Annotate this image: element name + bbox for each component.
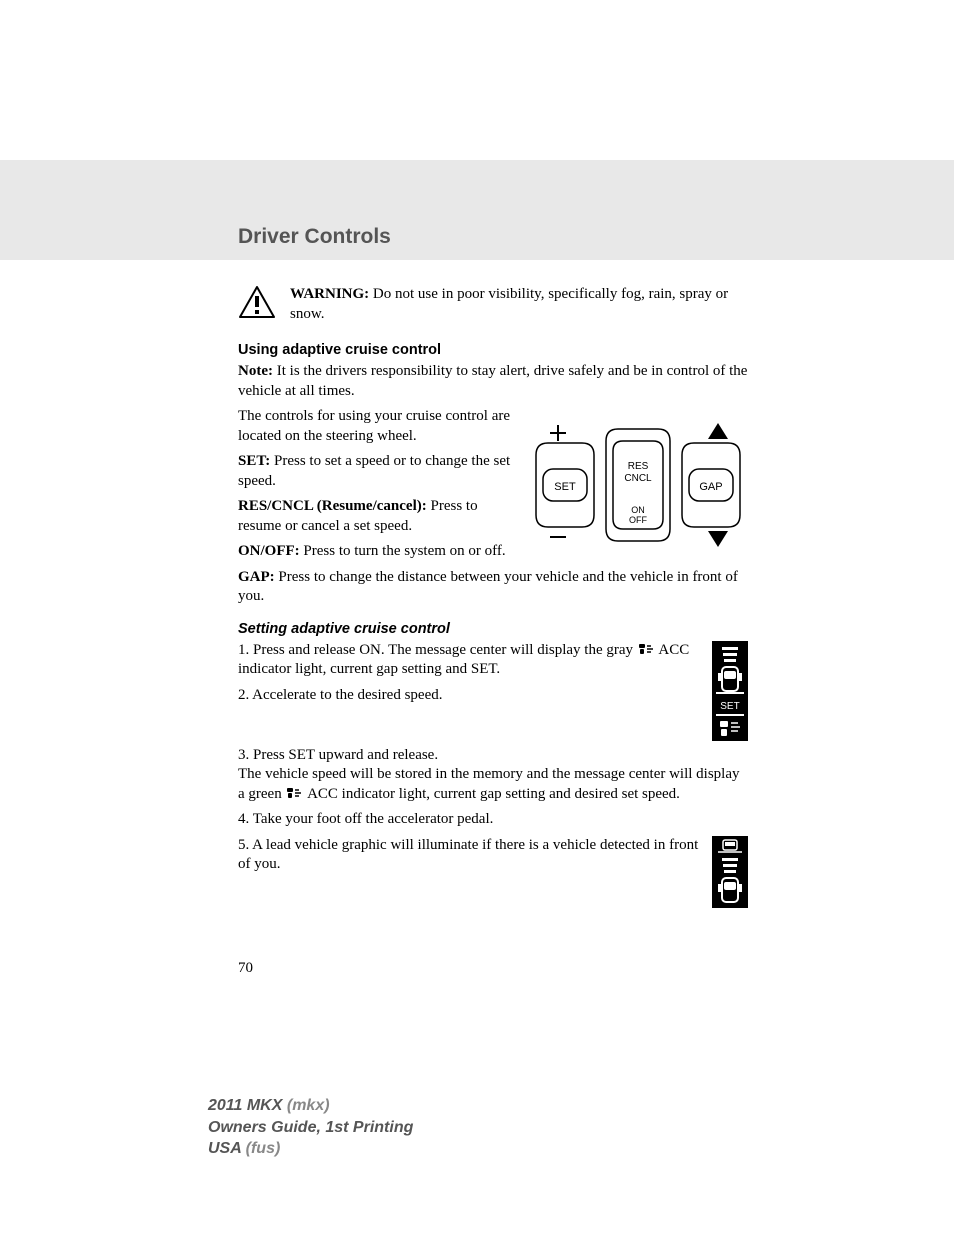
set-text: Press to set a speed or to change the se… [238,453,510,489]
steering-wheel-diagram: SET RES CNCL ON OFF GAP [528,407,748,562]
warning-label: WARNING: [290,286,369,302]
footer: 2011 MKX (mkx) Owners Guide, 1st Printin… [208,1095,413,1160]
step5-para: 5. A lead vehicle graphic will illuminat… [238,836,702,875]
diagram-on-label: ON [631,505,645,515]
display-set-label: SET [720,701,739,712]
controls-block: The controls for using your cruise contr… [238,407,748,568]
acc-indicator-icon-2 [285,786,307,801]
footer-region-code: (fus) [246,1140,281,1157]
acc-indicator-icon [637,642,659,657]
note-para: Note: It is the drivers responsibility t… [238,362,748,401]
display-graphic-1: SET [712,641,748,746]
page-number: 70 [238,960,253,977]
diagram-set-label: SET [554,481,576,493]
set-label: SET: [238,453,270,469]
heading-setting: Setting adaptive cruise control [238,621,748,637]
gap-label: GAP: [238,569,275,585]
footer-region: USA [208,1140,246,1157]
footer-model-code: (mkx) [287,1097,330,1114]
step1-block: 1. Press and release ON. The message cen… [238,641,748,746]
display-graphic-2 [712,836,748,913]
diagram-off-label: OFF [629,515,647,525]
section-title: Driver Controls [238,225,748,249]
gap-text: Press to change the distance between you… [238,569,738,605]
res-label: RES/CNCL (Resume/cancel): [238,498,427,514]
step1-para: 1. Press and release ON. The message cen… [238,641,702,680]
onoff-text: Press to turn the system on or off. [303,543,505,559]
warning-icon [238,285,278,324]
step2-para: 2. Accelerate to the desired speed. [238,686,702,706]
step5-block: 5. A lead vehicle graphic will illuminat… [238,836,748,913]
set-para: SET: Press to set a speed or to change t… [238,452,518,491]
step4-para: 4. Take your foot off the accelerator pe… [238,810,748,830]
warning-block: WARNING: Do not use in poor visibility, … [238,285,748,324]
step3-para: 3. Press SET upward and release. The veh… [238,746,748,805]
diagram-gap-label: GAP [699,481,722,493]
onoff-para: ON/OFF: Press to turn the system on or o… [238,542,518,562]
footer-line-1: 2011 MKX (mkx) [208,1095,413,1117]
page-content: Driver Controls WARNING: Do not use in p… [238,225,748,913]
step1-a: 1. Press and release ON. The message cen… [238,642,637,658]
footer-line-2: Owners Guide, 1st Printing [208,1117,413,1139]
step3-c: ACC indicator light, current gap setting… [307,786,680,802]
note-text: It is the drivers responsibility to stay… [238,363,747,399]
diagram-res-label: RES [628,461,649,472]
gap-para: GAP: Press to change the distance betwee… [238,568,748,607]
onoff-label: ON/OFF: [238,543,300,559]
res-para: RES/CNCL (Resume/cancel): Press to resum… [238,497,518,536]
footer-line-3: USA (fus) [208,1138,413,1160]
step3-a: 3. Press SET upward and release. [238,747,438,763]
heading-using: Using adaptive cruise control [238,342,748,358]
note-label: Note: [238,363,273,379]
controls-intro: The controls for using your cruise contr… [238,407,518,446]
diagram-cncl-label: CNCL [624,473,652,484]
warning-text: WARNING: Do not use in poor visibility, … [290,285,748,324]
footer-model: 2011 MKX [208,1097,287,1114]
